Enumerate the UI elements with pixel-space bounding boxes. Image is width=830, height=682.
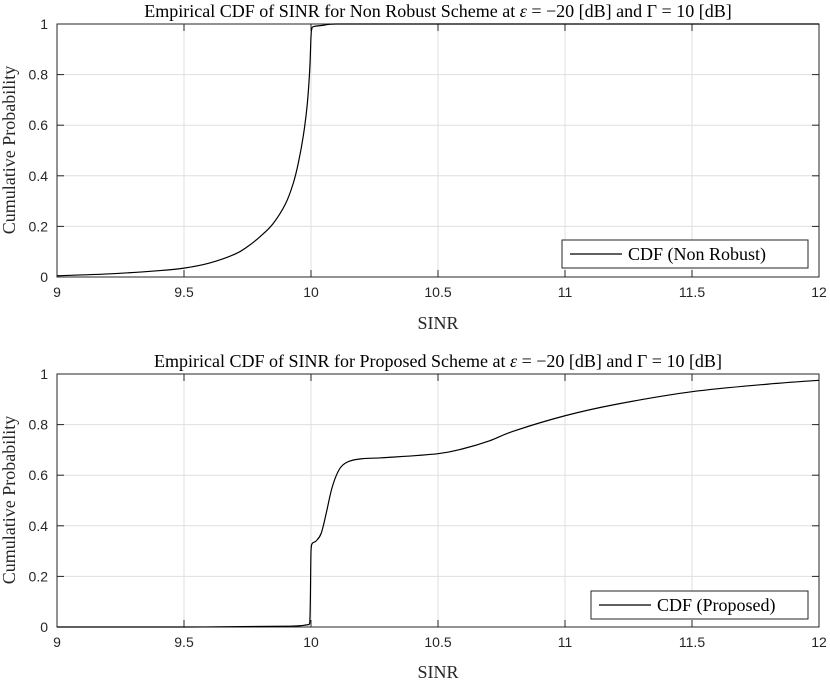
legend-entry-label: CDF (Non Robust) <box>628 244 766 265</box>
x-tick-label: 12 <box>811 284 827 300</box>
y-tick-label: 1 <box>40 366 48 382</box>
legend-box <box>590 590 809 620</box>
y-tick-label: 0.4 <box>29 168 49 184</box>
x-tick-label: 11.5 <box>679 634 705 650</box>
y-axis-label: Cumulative Probability <box>0 66 19 235</box>
y-tick-label: 0 <box>40 269 48 285</box>
x-tick-label: 9.5 <box>174 284 194 300</box>
y-tick-label: 0.8 <box>29 67 49 83</box>
x-tick-label: 10.5 <box>424 284 451 300</box>
x-tick-label: 9 <box>53 284 61 300</box>
legend: CDF (Proposed) <box>590 590 809 620</box>
y-tick-label: 0.8 <box>29 417 49 433</box>
x-tick-label: 10 <box>303 634 319 650</box>
x-tick-label: 9 <box>53 634 61 650</box>
y-tick-label: 0.4 <box>29 518 49 534</box>
legend-entry-label: CDF (Proposed) <box>657 595 776 616</box>
x-axis-label: SINR <box>417 313 458 333</box>
x-axis-label: SINR <box>417 662 458 682</box>
chart-title: Empirical CDF of SINR for Non Robust Sch… <box>144 1 731 21</box>
chart-non-robust: Empirical CDF of SINR for Non Robust Sch… <box>0 1 827 333</box>
legend: CDF (Non Robust) <box>561 239 809 269</box>
y-tick-label: 0.6 <box>29 117 49 133</box>
x-tick-label: 11 <box>558 634 573 650</box>
y-tick-label: 0.2 <box>29 218 49 234</box>
x-tick-label: 10.5 <box>424 634 451 650</box>
x-tick-label: 12 <box>811 634 827 650</box>
x-tick-label: 10 <box>303 284 319 300</box>
y-tick-label: 1 <box>40 16 48 32</box>
series-line-cdf-proposed <box>57 379 820 628</box>
y-tick-label: 0.2 <box>29 568 49 584</box>
chart-title: Empirical CDF of SINR for Proposed Schem… <box>154 351 722 371</box>
x-tick-label: 9.5 <box>174 634 194 650</box>
chart-proposed: Empirical CDF of SINR for Proposed Schem… <box>0 351 827 682</box>
y-axis-label: Cumulative Probability <box>0 416 19 585</box>
x-tick-label: 11 <box>558 284 573 300</box>
x-tick-label: 11.5 <box>679 284 705 300</box>
series-line-cdf-non-robust <box>56 23 819 277</box>
y-tick-label: 0 <box>40 619 48 635</box>
y-tick-label: 0.6 <box>29 467 49 483</box>
